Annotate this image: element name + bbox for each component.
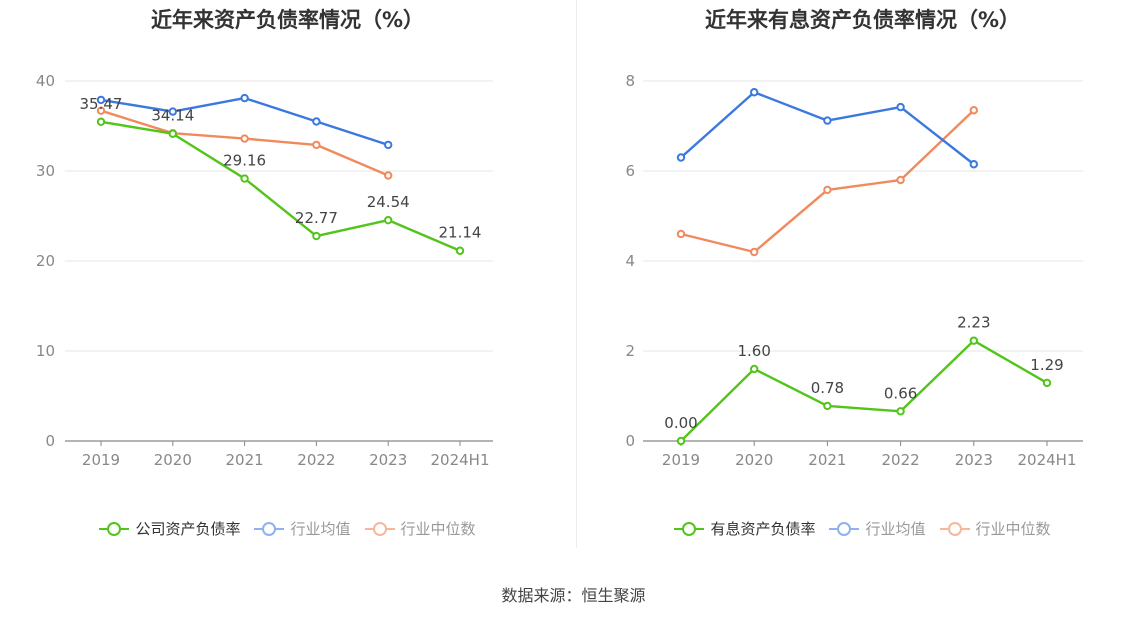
industry-median-series-line <box>680 109 975 254</box>
legend-line-marker-icon <box>99 521 130 536</box>
company-data-point <box>896 407 905 416</box>
legend-label: 有息资产负债率 <box>710 520 816 538</box>
industry-average-data-point <box>384 140 393 150</box>
company-data-point <box>168 129 178 138</box>
industry-average-data-point <box>240 93 249 103</box>
y-tick-label: 10 <box>36 342 55 360</box>
y-tick-label: 30 <box>36 162 55 180</box>
industry-median-data-point <box>823 185 832 195</box>
x-tick-label: 2019 <box>82 451 120 469</box>
industry-average-data-point <box>312 117 321 126</box>
company-series-line <box>680 339 1048 442</box>
data-source: 数据来源：恒生聚源 <box>501 586 646 605</box>
company-data-point <box>455 246 465 255</box>
x-tick-label: 2021 <box>808 451 846 469</box>
x-tick-label: 2020 <box>735 451 773 469</box>
data-label: 0.78 <box>811 379 844 397</box>
industry-average-data-point <box>168 107 178 116</box>
industry-median-data-point <box>750 247 759 257</box>
data-label: 0.66 <box>884 384 917 402</box>
legend-line-marker-icon <box>939 521 970 536</box>
interest-bearing-liability-chart: 0 2 4 6 8 2019 2020 2021 2022 2023 2024H1 0.00 1.60 0… <box>625 72 1083 469</box>
legend-line-marker-icon <box>829 521 860 536</box>
industry-average-data-point <box>750 88 759 97</box>
legend-item[interactable]: 行业均值 <box>254 518 351 539</box>
y-tick-label: 2 <box>625 342 635 360</box>
industry-median-data-point <box>240 134 249 143</box>
legend-label: 行业中位数 <box>400 520 476 538</box>
legend-item[interactable]: 有息资产负债率 <box>674 518 815 539</box>
company-data-point <box>96 117 106 126</box>
data-label: 22.77 <box>295 209 338 227</box>
data-label: 2.23 <box>957 314 990 332</box>
x-tick-label: 2022 <box>297 451 335 469</box>
industry-median-data-point <box>96 106 106 115</box>
y-tick-label: 8 <box>625 72 635 90</box>
company-series-line <box>100 120 461 252</box>
left-chart-panel: 近年来资产负债率情况（%） 0 10 20 30 40 2019 2020 2021 2022 2… <box>0 0 575 560</box>
industry-median-data-point <box>384 171 393 180</box>
legend-item[interactable]: 行业中位数 <box>939 518 1051 539</box>
industry-average-data-point <box>896 102 905 112</box>
y-tick-label: 6 <box>625 162 635 180</box>
y-tick-label: 0 <box>45 432 55 450</box>
legend-label: 行业均值 <box>865 520 926 538</box>
industry-median-data-point <box>676 229 686 239</box>
industry-median-data-point <box>969 106 978 115</box>
right-chart-panel: 近年来有息资产负债率情况（%） 0 2 4 6 8 2019 2020 2021 2022 202… <box>578 0 1147 560</box>
company-data-point <box>312 231 321 241</box>
legend-label: 行业中位数 <box>975 520 1051 538</box>
data-label: 35.47 <box>80 95 123 113</box>
x-tick-label: 2023 <box>955 451 993 469</box>
legend-item[interactable]: 行业中位数 <box>364 518 476 539</box>
data-label: 1.60 <box>737 342 770 360</box>
industry-median-data-point <box>896 175 905 185</box>
y-tick-label: 20 <box>36 252 55 270</box>
company-data-point <box>1042 378 1052 388</box>
chart-legend: 有息资产负债率 行业均值 行业中位数 <box>578 518 1147 539</box>
data-label: 24.54 <box>367 193 410 211</box>
industry-average-data-point <box>676 153 686 162</box>
industry-median-data-point <box>312 140 321 150</box>
x-tick-label: 2022 <box>882 451 920 469</box>
chart-title: 近年来资产负债率情况（%） <box>150 8 425 32</box>
legend-item[interactable]: 行业均值 <box>829 518 926 539</box>
data-label: 1.29 <box>1030 356 1063 374</box>
data-label: 0.00 <box>664 414 697 432</box>
company-data-point <box>823 401 832 411</box>
x-tick-label: 2023 <box>369 451 407 469</box>
y-tick-label: 40 <box>36 72 55 90</box>
x-tick-label: 2020 <box>154 451 192 469</box>
company-data-point <box>384 215 393 225</box>
industry-average-data-point <box>96 95 106 105</box>
data-label: 29.16 <box>223 152 266 170</box>
data-label: 34.14 <box>151 107 194 125</box>
x-tick-label: 2021 <box>226 451 264 469</box>
legend-label: 行业均值 <box>290 520 351 538</box>
company-data-point <box>676 436 686 446</box>
panel-divider <box>576 0 577 548</box>
legend-line-marker-icon <box>254 521 285 536</box>
industry-average-data-point <box>969 160 978 169</box>
asset-liability-chart: 0 10 20 30 40 2019 2020 2021 2022 2023 2024H1 35.47… <box>36 72 493 469</box>
industry-average-data-point <box>823 116 832 125</box>
company-data-point <box>969 336 978 345</box>
x-tick-label: 2019 <box>662 451 700 469</box>
y-tick-label: 4 <box>625 252 635 270</box>
chart-legend: 公司资产负债率 行业均值 行业中位数 <box>0 518 575 539</box>
legend-line-marker-icon <box>364 521 395 536</box>
legend-item[interactable]: 公司资产负债率 <box>99 518 240 539</box>
x-tick-label: 2024H1 <box>431 451 490 469</box>
data-label: 21.14 <box>439 224 482 242</box>
company-data-point <box>240 174 249 183</box>
legend-line-marker-icon <box>674 521 705 536</box>
legend-label: 公司资产负债率 <box>135 520 241 538</box>
company-data-point <box>750 364 759 374</box>
y-tick-label: 0 <box>625 432 635 450</box>
x-tick-label: 2024H1 <box>1018 451 1077 469</box>
chart-title: 近年来有息资产负债率情况（%） <box>704 8 1021 32</box>
